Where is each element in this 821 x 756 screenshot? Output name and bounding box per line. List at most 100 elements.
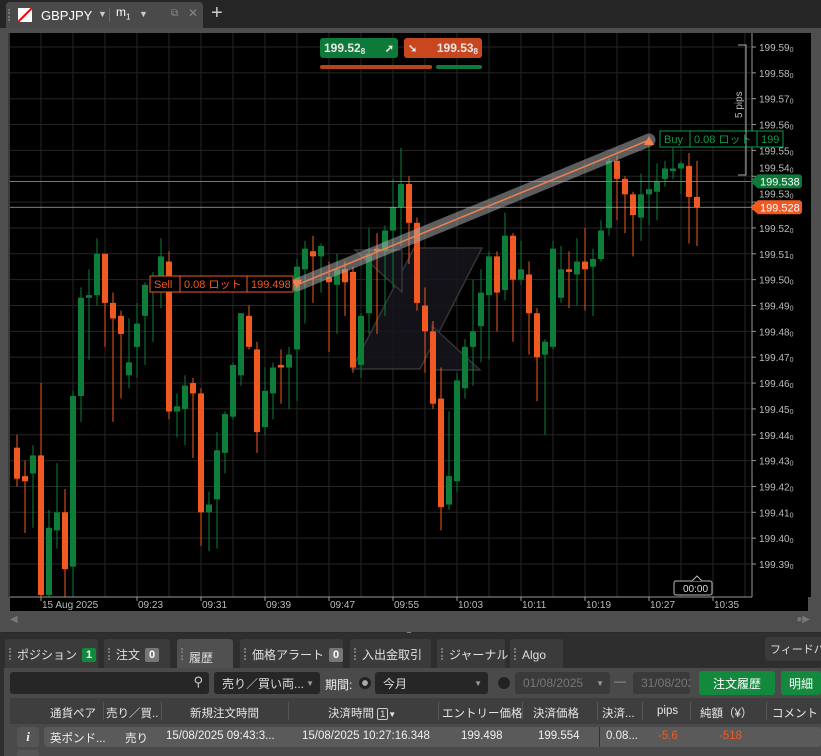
cell-close: 199.554 bbox=[538, 730, 580, 742]
candle-down bbox=[118, 315, 124, 334]
candle-up bbox=[334, 269, 340, 285]
order-history-button[interactable]: 注文履歴 bbox=[699, 671, 775, 695]
candle-down bbox=[342, 269, 348, 283]
time-tick-label: 09:23 bbox=[138, 600, 163, 611]
price-tick-label: 199.570 bbox=[759, 95, 794, 106]
drag-handle[interactable] bbox=[8, 9, 10, 21]
table-row[interactable] bbox=[44, 727, 821, 747]
symbol-name[interactable]: GBPJPY bbox=[41, 8, 93, 23]
symbol-dropdown-icon[interactable]: ▼ bbox=[98, 9, 107, 19]
count-badge: 0 bbox=[329, 647, 344, 662]
candle-up bbox=[390, 207, 396, 231]
side-select[interactable]: 売り／買い両... ▼ bbox=[214, 672, 320, 694]
candle-up bbox=[54, 512, 60, 531]
price-tick-label: 199.560 bbox=[759, 121, 794, 132]
col-net[interactable]: 純額（¥） bbox=[700, 708, 753, 720]
candle-up bbox=[518, 269, 524, 280]
candle-up bbox=[30, 455, 36, 474]
candle-up bbox=[606, 160, 612, 228]
candle-down bbox=[254, 349, 260, 433]
candle-up bbox=[46, 527, 52, 596]
candle-up bbox=[454, 380, 460, 482]
candle-up bbox=[638, 194, 644, 218]
row-info-button-2[interactable] bbox=[17, 750, 39, 756]
side-value: 売り／買い両... bbox=[222, 676, 305, 691]
tab-price-alerts[interactable]: 価格アラート 0 bbox=[240, 639, 344, 670]
tab-orders[interactable]: 注文 0 bbox=[104, 639, 170, 670]
candle-down bbox=[166, 261, 172, 412]
candle-up bbox=[182, 385, 188, 409]
time-tick-label: 09:39 bbox=[266, 600, 291, 611]
col-comment[interactable]: コメント bbox=[772, 708, 818, 720]
col-open-time[interactable]: 新規注文時間 bbox=[190, 708, 259, 720]
to-date-input[interactable]: 31/08/202 bbox=[633, 672, 690, 694]
col-close-price[interactable]: 決済価格 bbox=[533, 708, 579, 720]
details-button[interactable]: 明細 bbox=[781, 671, 821, 695]
candle-up bbox=[86, 295, 92, 298]
detach-icon[interactable]: ⧉ bbox=[171, 8, 179, 19]
buy-price-button[interactable]: ➘ 199.53 8 bbox=[404, 38, 482, 58]
col-entry-price[interactable]: エントリー価格 bbox=[442, 708, 523, 720]
tab-label: ポジション bbox=[17, 648, 78, 662]
col-pair[interactable]: 通貨ペア bbox=[50, 708, 96, 720]
trade-line bbox=[296, 139, 650, 286]
candle-up bbox=[646, 189, 652, 195]
cell-open-time: 15/08/2025 09:43:3... bbox=[166, 730, 275, 742]
sell-tag-text: 199.498 bbox=[251, 279, 291, 291]
sort-badge: 1 bbox=[377, 708, 389, 720]
buy-tag: Buy 0.08 ロット 199 bbox=[659, 130, 784, 148]
from-date-input[interactable]: 01/08/2025 ▼ bbox=[515, 672, 610, 694]
date-separator: — bbox=[614, 674, 626, 688]
candle-up bbox=[670, 168, 676, 172]
price-tick-label: 199.590 bbox=[759, 43, 794, 54]
timeframe-value: 1 bbox=[126, 12, 131, 22]
price-tick-label: 199.400 bbox=[759, 534, 794, 545]
horizontal-scrollbar[interactable]: ◀ ●▶ bbox=[10, 614, 810, 628]
candle-down bbox=[14, 447, 20, 479]
candle-down bbox=[190, 383, 196, 394]
time-tick-label: 10:11 bbox=[522, 600, 547, 611]
timeframe-unit: m bbox=[116, 5, 126, 19]
col-side[interactable]: 売り／買.. bbox=[106, 708, 159, 720]
candle-up bbox=[174, 406, 180, 412]
scroll-left-icon[interactable]: ◀ bbox=[10, 614, 18, 625]
feedback-button[interactable]: フィードバック bbox=[765, 637, 821, 661]
scroll-right-icon[interactable]: ●▶ bbox=[796, 614, 810, 625]
candle-up bbox=[574, 261, 580, 275]
symbol-flag-icon bbox=[18, 8, 32, 22]
candle-up bbox=[550, 248, 556, 347]
bottom-tabs: ポジション 1 注文 0 履歴 価格アラート 0 入出金取引 ジャーナル Algo フ… bbox=[0, 633, 821, 675]
timeframe-dropdown-icon[interactable]: ▼ bbox=[139, 9, 148, 19]
period-custom-radio[interactable] bbox=[498, 677, 510, 689]
from-date: 01/08/2025 bbox=[523, 676, 584, 690]
candle-up bbox=[230, 364, 236, 417]
countdown-caret-icon bbox=[691, 575, 703, 582]
col-lots[interactable]: 決済... bbox=[602, 708, 635, 720]
period-label: 期間: bbox=[325, 678, 353, 692]
close-icon[interactable]: ✕ bbox=[188, 6, 199, 20]
col-pips[interactable]: pips bbox=[657, 705, 679, 717]
candle-up bbox=[366, 253, 372, 314]
row-info-button[interactable]: i bbox=[17, 727, 39, 747]
search-input[interactable]: ⚲ bbox=[10, 672, 209, 694]
period-select[interactable]: 今月 ▼ bbox=[375, 672, 488, 694]
tab-journal[interactable]: ジャーナル bbox=[437, 639, 508, 670]
timeframe-label[interactable]: m1 bbox=[116, 5, 130, 21]
candles bbox=[14, 142, 700, 597]
chart-tab[interactable]: GBPJPY ▼ m1 ▼ ⧉ ✕ bbox=[6, 2, 203, 28]
sell-price-button[interactable]: 199.52 8 ➚ bbox=[320, 38, 398, 58]
candle-down bbox=[566, 269, 572, 272]
tab-positions[interactable]: ポジション 1 bbox=[5, 639, 98, 670]
tab-transactions[interactable]: 入出金取引 bbox=[350, 639, 431, 670]
candle-up bbox=[478, 292, 484, 327]
candle-down bbox=[630, 194, 636, 216]
candle-up bbox=[158, 256, 164, 288]
candle-up bbox=[678, 163, 684, 169]
sell-tag-text: 0.08 ロット bbox=[184, 279, 241, 291]
candlestick-chart[interactable]: Sell 0.08 ロット 199.498 Buy 0.08 ロット 199 5 pips 1… bbox=[0, 0, 821, 632]
new-tab-button[interactable]: + bbox=[211, 2, 223, 24]
col-close-time[interactable]: 決済時間 1 ▼ bbox=[328, 705, 396, 721]
candle-down bbox=[326, 277, 332, 283]
tab-algo[interactable]: Algo bbox=[510, 639, 563, 670]
period-preset-radio[interactable] bbox=[359, 677, 371, 689]
